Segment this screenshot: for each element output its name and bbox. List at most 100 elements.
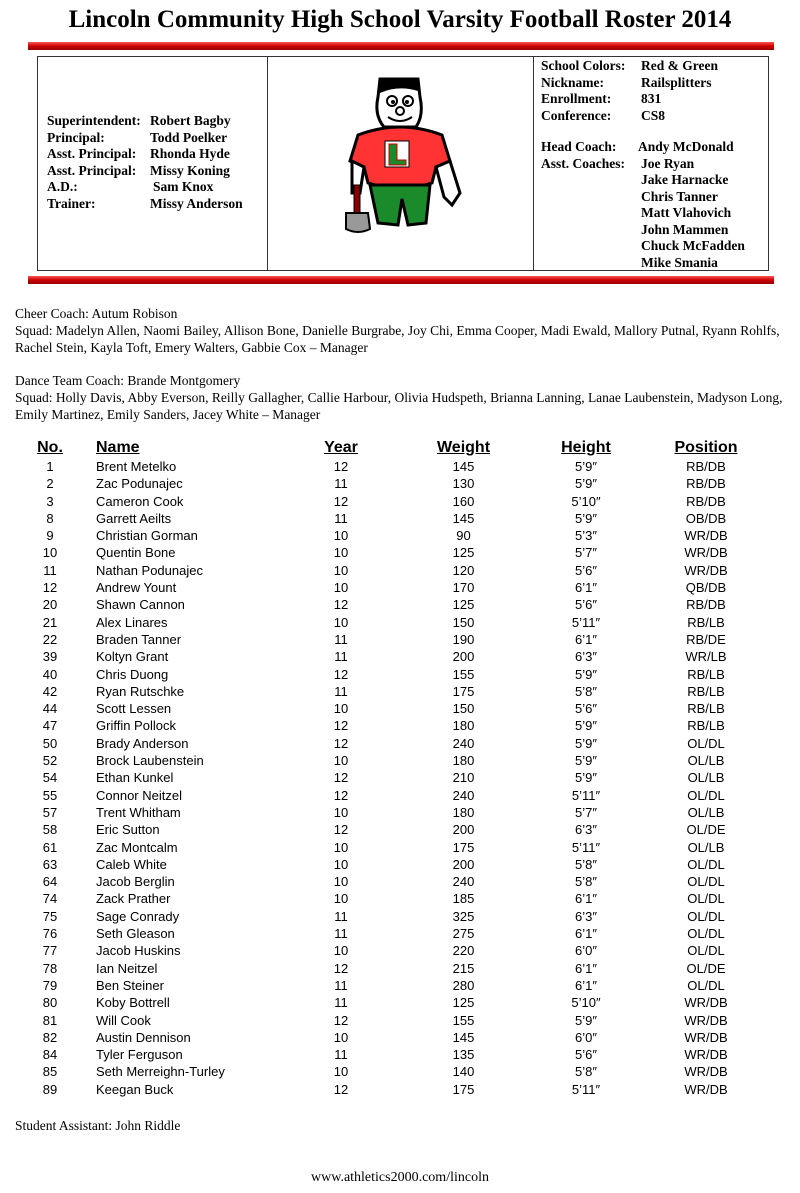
school-info-row: School Colors: Red & Green — [541, 58, 718, 75]
player-position: RB/DB — [686, 459, 726, 474]
admin-row: Asst. Principal: Rhonda Hyde — [47, 146, 243, 163]
player-year: 12 — [333, 1012, 349, 1028]
player-height: 5’9″ — [575, 459, 597, 474]
player-weight: 185 — [452, 891, 475, 907]
player-weight: 200 — [452, 856, 475, 872]
player-name: Garrett Aeilts — [96, 510, 172, 526]
player-weight: 240 — [452, 874, 475, 890]
player-number: 57 — [42, 804, 58, 820]
assistant-coach: Mike Smania — [641, 254, 718, 270]
player-number: 9 — [46, 528, 54, 544]
cheer-coach: Cheer Coach: Autum Robison — [15, 306, 178, 321]
table-header: No. Name Year Weight Height Position — [30, 437, 781, 458]
player-height: 5’8″ — [575, 874, 597, 890]
player-weight: 145 — [452, 459, 475, 474]
player-number: 11 — [43, 562, 57, 578]
player-position: OL/DE — [686, 960, 726, 976]
dance-coach: Dance Team Coach: Brande Montgomery — [15, 373, 241, 388]
player-name: Jacob Berglin — [96, 874, 175, 890]
table-row: 11 Nathan Podunajec 10 120 5’6″ WR/DB — [30, 562, 781, 579]
player-year: 11 — [334, 926, 348, 942]
player-name: Trent Whitham — [96, 804, 181, 820]
head-coach-name: Andy McDonald — [638, 139, 734, 154]
player-name: Ethan Kunkel — [96, 770, 174, 786]
school-info-label: School Colors: — [541, 58, 626, 73]
player-number: 76 — [42, 926, 58, 942]
assistant-coaches-label: Asst. Coaches: — [541, 155, 625, 171]
player-position: OL/DL — [687, 977, 725, 993]
column-divider — [533, 57, 534, 270]
table-row: 54 Ethan Kunkel 12 210 5’9″ OL/LB — [30, 769, 781, 786]
table-row: 81 Will Cook 12 155 5’9″ WR/DB — [30, 1012, 781, 1029]
player-year: 12 — [333, 735, 349, 751]
player-name: Zac Montcalm — [96, 839, 178, 855]
player-name: Zac Podunajec — [96, 476, 183, 492]
player-position: OL/DL — [687, 856, 725, 872]
player-name: Jacob Huskins — [96, 943, 181, 959]
admin-value: Missy Koning — [150, 162, 230, 178]
player-weight: 125 — [452, 995, 475, 1011]
school-info-row: Enrollment: 831 — [541, 91, 718, 108]
player-position: OL/LB — [687, 753, 725, 769]
player-position: RB/LB — [687, 683, 725, 699]
player-weight: 200 — [452, 649, 475, 665]
player-number: 40 — [42, 666, 58, 682]
player-year: 10 — [333, 562, 349, 578]
column-header: Position — [674, 438, 738, 456]
table-row: 57 Trent Whitham 10 180 5’7″ OL/LB — [30, 804, 781, 821]
admin-label: Asst. Principal: — [47, 146, 137, 161]
table-row: 52 Brock Laubenstein 10 180 5’9″ OL/LB — [30, 752, 781, 769]
player-name: Austin Dennison — [96, 1029, 191, 1045]
player-height: 5’8″ — [575, 1064, 597, 1080]
player-name: Scott Lessen — [96, 701, 172, 717]
player-height: 5’9″ — [575, 510, 597, 526]
player-height: 5’11″ — [571, 839, 601, 855]
player-weight: 120 — [452, 562, 475, 578]
player-height: 6’1″ — [575, 631, 597, 647]
admin-value: Missy Anderson — [150, 195, 243, 211]
player-weight: 175 — [452, 839, 475, 855]
player-year: 10 — [333, 528, 349, 544]
table-row: 63 Caleb White 10 200 5’8″ OL/DL — [30, 856, 781, 873]
player-number: 54 — [42, 770, 58, 786]
player-number: 61 — [42, 839, 58, 855]
player-year: 11 — [334, 995, 348, 1011]
player-number: 12 — [42, 580, 58, 596]
footer-url: www.athletics2000.com/lincoln — [311, 1170, 489, 1185]
player-position: OL/DE — [686, 822, 726, 838]
player-height: 6’3″ — [575, 822, 597, 838]
column-header: Height — [561, 438, 611, 456]
admin-label: Superintendent: — [47, 113, 141, 128]
player-weight: 145 — [452, 1029, 475, 1045]
player-name: Alex Linares — [96, 614, 168, 630]
player-number: 89 — [42, 1081, 58, 1097]
admin-value: Sam Knox — [153, 179, 214, 194]
table-row: 8 Garrett Aeilts 11 145 5’9″ OB/DB — [30, 510, 781, 527]
player-year: 10 — [333, 839, 349, 855]
school-info-value: Railsplitters — [641, 74, 712, 90]
player-height: 6’1″ — [575, 926, 597, 942]
player-weight: 220 — [452, 943, 475, 959]
player-number: 80 — [42, 995, 58, 1011]
table-row: 20 Shawn Cannon 12 125 5’6″ RB/DB — [30, 596, 781, 613]
player-height: 5’9″ — [575, 666, 597, 682]
player-name: Keegan Buck — [96, 1081, 174, 1097]
player-height: 5’11″ — [571, 614, 601, 630]
table-row: 78 Ian Neitzel 12 215 6’1″ OL/DE — [30, 960, 781, 977]
player-name: Eric Sutton — [96, 822, 160, 838]
player-year: 10 — [333, 891, 349, 907]
player-weight: 145 — [452, 510, 475, 526]
player-weight: 275 — [452, 926, 475, 942]
header-box: Superintendent: Robert Bagby Principal: Tod… — [37, 56, 769, 271]
column-header: Weight — [436, 438, 491, 456]
player-name: Chris Duong — [96, 666, 169, 682]
table-row: 85 Seth Merreighn-Turley 10 140 5’8″ WR/DB — [30, 1063, 781, 1080]
player-position: RB/DB — [686, 597, 726, 613]
administration-list: Superintendent: Robert Bagby Principal: Tod… — [47, 113, 243, 212]
player-weight: 140 — [452, 1064, 475, 1080]
player-year: 12 — [333, 1081, 349, 1097]
player-year: 10 — [333, 943, 349, 959]
player-year: 11 — [334, 510, 348, 526]
dance-squad: Squad: Holly Davis, Abby Everson, Reilly… — [15, 390, 783, 422]
player-height: 6’0″ — [575, 943, 597, 959]
